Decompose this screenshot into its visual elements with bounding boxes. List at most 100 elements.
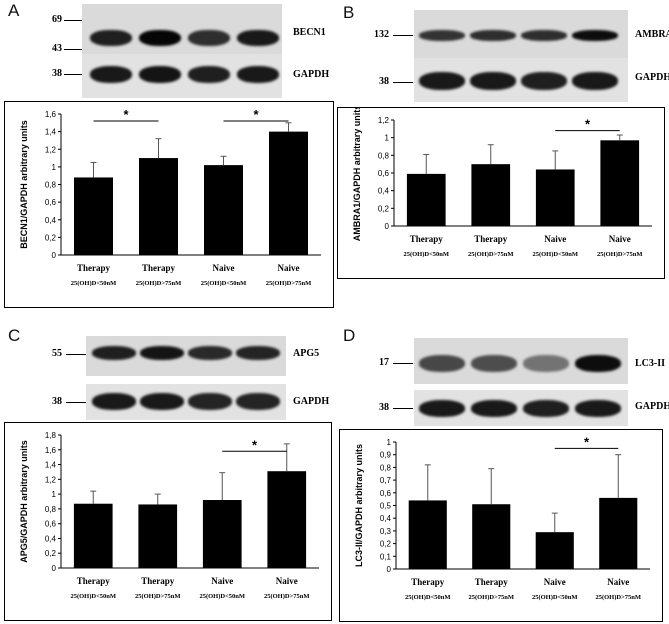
y-axis-label: BECN1/GAPDH arbitrary units <box>19 120 29 249</box>
bar <box>535 532 574 569</box>
y-tick-label: 0,8 <box>378 151 390 160</box>
blot-band <box>188 346 232 360</box>
blot-band <box>140 393 184 410</box>
category-label: Naive <box>276 576 298 586</box>
blot-band <box>575 355 621 372</box>
blot-band <box>92 393 136 410</box>
blot-band <box>139 66 181 83</box>
category-label: Naive <box>278 263 300 273</box>
category-label: Naive <box>609 234 631 244</box>
y-tick-label: 0,4 <box>378 187 390 196</box>
y-tick-label: 0,6 <box>380 489 392 498</box>
category-sublabel: 25(OH)D>75nM <box>266 280 312 287</box>
panel-letter: A <box>8 1 20 20</box>
blot-band <box>470 72 516 90</box>
bar <box>74 177 113 255</box>
y-tick-label: 0,4 <box>380 514 392 523</box>
category-label: Therapy <box>77 263 111 273</box>
category-sublabel: 25(OH)D<50nM <box>403 251 449 258</box>
category-label: Therapy <box>77 576 111 586</box>
blot-band <box>419 400 465 417</box>
blot-band <box>90 30 132 46</box>
y-tick-label: 1,2 <box>45 475 57 484</box>
mw-tick <box>64 49 82 50</box>
y-tick-label: 0,4 <box>45 216 57 225</box>
bar <box>599 497 638 569</box>
category-label: Therapy <box>474 234 508 244</box>
bar <box>73 503 113 568</box>
category-label: Naive <box>544 577 566 587</box>
blot-band <box>521 72 567 90</box>
mw-tick <box>66 402 86 403</box>
blot-band <box>188 66 230 83</box>
blot-band <box>419 72 465 90</box>
mw-tick <box>393 363 413 364</box>
blot-band <box>523 355 569 372</box>
chart-svg: 0 0,2 0,4 0,6 0,8 1 1,2 1,4 1,6 BECN1/GAPDH arbit… <box>19 107 321 287</box>
y-tick-label: 1,6 <box>45 110 57 119</box>
gene-label: GAPDH <box>293 396 330 407</box>
significance-star: * <box>584 434 590 449</box>
chart-c: 0 0,2 0,4 0,6 0,8 1 1,2 1,4 1,6 1,8 APG5/GAPDH arb… <box>4 422 332 621</box>
category-sublabel: 25(OH)D>75nM <box>135 593 181 600</box>
y-tick-label: 0,8 <box>45 505 57 514</box>
blot-band <box>419 30 465 41</box>
y-axis-label: LC3-II/GAPDH arbitrary units <box>354 444 364 567</box>
y-tick-label: 0,2 <box>45 233 57 242</box>
category-label: Naive <box>213 263 235 273</box>
gene-label: BECN1 <box>293 27 326 38</box>
significance-star: * <box>123 107 129 122</box>
mw-marker: 38 <box>379 76 389 87</box>
y-tick-label: 0,6 <box>45 198 57 207</box>
mw-marker: 69 <box>52 14 62 25</box>
blot-band <box>139 30 181 46</box>
panel-d: D 17 38 LC3-II GAPDH 0 0,1 0,2 0,3 0,4 0,5 0,6… <box>335 312 669 624</box>
category-label: Naive <box>211 576 233 586</box>
chart-d: 0 0,1 0,2 0,3 0,4 0,5 0,6 0,7 0,8 0,9 1 LC3-II/GAPD… <box>339 429 663 622</box>
category-sublabel: 25(OH)D>75nM <box>468 251 514 258</box>
blot-band <box>92 346 136 360</box>
category-sublabel: 25(OH)D>75nM <box>595 594 641 601</box>
chart-svg: 0 0,2 0,4 0,6 0,8 1 1,2 1,4 1,6 1,8 APG5/GAPDH arb… <box>19 431 319 600</box>
bar <box>600 140 640 226</box>
bar <box>471 164 511 226</box>
category-sublabel: 25(OH)D<50nM <box>532 251 578 258</box>
bar <box>202 500 242 568</box>
category-label: Naive <box>544 234 566 244</box>
bar <box>408 500 447 569</box>
blot-band <box>572 30 618 41</box>
mw-marker: 38 <box>52 396 62 407</box>
gene-label: LC3-II <box>635 358 666 369</box>
mw-marker: 17 <box>379 357 389 368</box>
significance-star: * <box>252 437 258 452</box>
blot-band <box>90 66 132 83</box>
bar <box>139 158 178 255</box>
y-tick-label: 0,8 <box>380 463 392 472</box>
y-tick-label: 1,4 <box>45 461 57 470</box>
category-label: Therapy <box>142 263 176 273</box>
category-sublabel: 25(OH)D<50nM <box>70 593 116 600</box>
category-sublabel: 25(OH)D<50nM <box>199 593 245 600</box>
category-sublabel: 25(OH)D<50nM <box>405 594 451 601</box>
y-tick-label: 0 <box>385 222 390 231</box>
chart-svg: 0 0,1 0,2 0,3 0,4 0,5 0,6 0,7 0,8 0,9 1 LC3-II/GAPD… <box>354 434 650 601</box>
chart-svg: 0 0,2 0,4 0,6 0,8 1 1,2 AMBRA1/GAPDH arbitrary … <box>352 108 652 258</box>
bar <box>204 165 243 255</box>
blot-band <box>471 355 517 372</box>
mw-tick <box>393 408 413 409</box>
blot-band <box>236 346 280 360</box>
y-tick-label: 1 <box>387 438 392 447</box>
bar <box>472 504 511 569</box>
blot-band <box>237 30 279 46</box>
mw-marker: 55 <box>52 348 62 359</box>
mw-marker: 38 <box>379 402 389 413</box>
y-tick-label: 1,2 <box>45 145 57 154</box>
y-tick-label: 0,2 <box>378 204 390 213</box>
y-tick-label: 0,6 <box>45 520 57 529</box>
bar <box>535 169 575 226</box>
bar <box>406 173 446 226</box>
y-tick-label: 0 <box>52 251 57 260</box>
blot-band <box>470 30 516 41</box>
y-tick-label: 0,6 <box>378 169 390 178</box>
category-label: Therapy <box>411 577 445 587</box>
